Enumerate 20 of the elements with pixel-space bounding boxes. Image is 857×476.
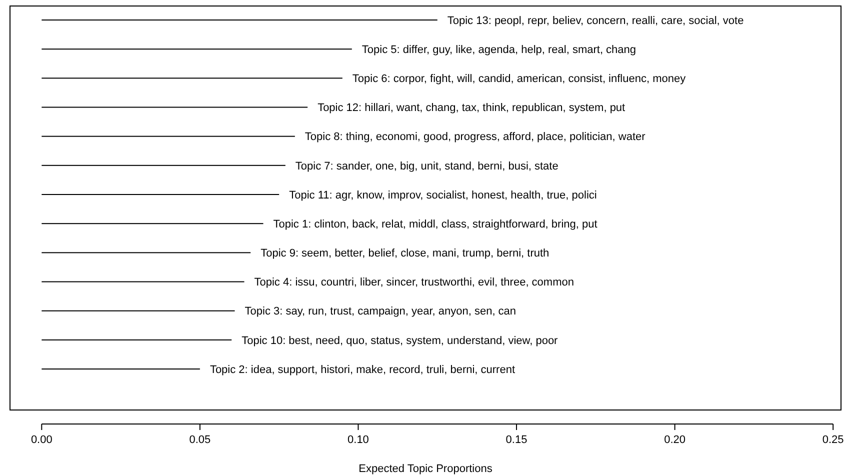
y-tick-label: Topic 12: hillari, want, chang, tax, think, republican, system, put (318, 102, 626, 114)
y-tick-label: Topic 2: idea, support, histori, make, record, truli, berni, current (210, 364, 516, 376)
x-tick-label: 0.25 (822, 434, 844, 446)
y-tick-label: Topic 1: clinton, back, relat, middl, class, straightforward, bring, put (273, 218, 598, 230)
y-tick-label: Topic 11: agr, know, improv, socialist, honest, health, true, polici (289, 189, 597, 202)
x-tick-label: 0.15 (506, 434, 528, 446)
y-tick-label: Topic 10: best, need, quo, status, system, understand, view, poor (242, 334, 558, 347)
y-tick-label: Topic 8: thing, economi, good, progress, afford, place, politician, water (304, 131, 646, 144)
x-tick-label: 0.10 (348, 434, 369, 446)
y-tick-label: Topic 7: sander, one, big, unit, stand, berni, busi, state (295, 160, 558, 172)
y-tick-label: Topic 4: issu, countri, liber, sincer, trustworthi, evil, three, common (254, 276, 574, 289)
y-tick-label: Topic 9: seem, better, belief, close, mani, trump, berni, truth (260, 248, 550, 260)
y-tick-label: Topic 6: corpor, fight, will, candid, american, consist, influenc, money (352, 73, 686, 86)
y-tick-label: Topic 3: say, run, trust, campaign, year, anyon, sen, can (244, 306, 516, 318)
x-tick-label: 0.20 (664, 434, 686, 446)
x-axis-title: Expected Topic Proportions (358, 463, 493, 475)
x-tick-label: 0.05 (189, 434, 211, 446)
y-tick-label: Topic 5: differ, guy, like, agenda, help, real, smart, chang (362, 44, 636, 56)
y-tick-label: Topic 13: peopl, repr, believ, concern, realli, care, social, vote (447, 14, 744, 27)
x-tick-label: 0.00 (30, 434, 52, 446)
